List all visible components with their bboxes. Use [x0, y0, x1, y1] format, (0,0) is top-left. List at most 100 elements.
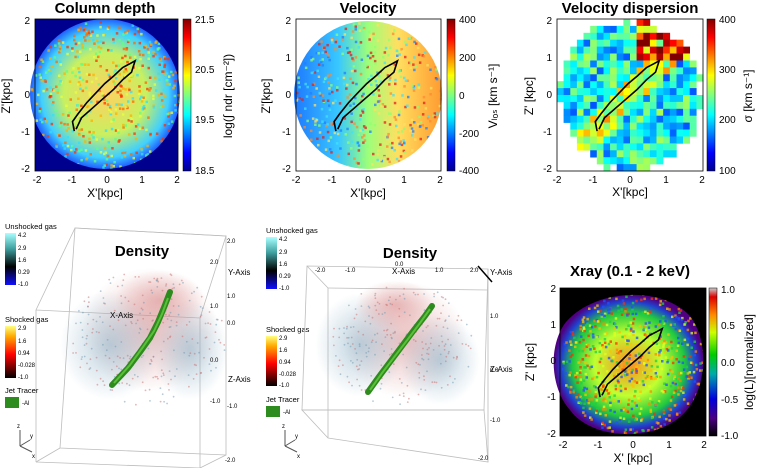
speckle-cell: [423, 51, 427, 54]
speckle-cell: [643, 297, 646, 301]
gas-particle: [187, 374, 190, 376]
speckle-cell: [649, 397, 652, 400]
dispersion-pixel: [623, 129, 631, 137]
dispersion-pixel: [583, 88, 591, 96]
speckle-cell: [635, 365, 638, 369]
gas-particle: [345, 327, 348, 330]
dispersion-pixel: [623, 46, 631, 54]
speckle-cell: [598, 327, 601, 330]
speckle-cell: [310, 55, 313, 59]
speckle-cell: [161, 70, 164, 73]
speckle-cell: [357, 133, 360, 137]
dispersion-pixel: [656, 67, 664, 75]
speckle-cell: [362, 28, 366, 32]
gas-particle: [112, 328, 115, 331]
speckle-cell: [605, 332, 609, 335]
density-left-title: Density: [115, 243, 170, 260]
speckle-cell: [654, 297, 658, 300]
speckle-cell: [575, 371, 579, 375]
speckle-cell: [77, 28, 80, 32]
gas-particle: [371, 339, 374, 342]
speckle-cell: [673, 323, 676, 326]
speckle-cell: [350, 140, 354, 143]
dispersion-pixel: [663, 115, 671, 123]
dispersion-pixel: [590, 129, 598, 137]
speckle-cell: [580, 381, 583, 385]
speckle-cell: [650, 416, 654, 420]
column-depth-cbar-tick: 20.5: [195, 65, 215, 76]
gas-particle: [435, 381, 438, 384]
gas-particle: [116, 285, 119, 288]
gas-particle: [108, 278, 111, 281]
speckle-cell: [60, 121, 63, 125]
speckle-cell: [97, 55, 100, 59]
speckle-cell: [56, 113, 60, 117]
dispersion-pixel: [576, 39, 584, 47]
density-left-box-ticks: 2.0 1.0 0.0 -1.0 -2.0 2.0 1.0 0.0 -1.0: [210, 239, 238, 464]
speckle-cell: [59, 63, 62, 66]
speckle-cell: [122, 123, 125, 127]
speckle-cell: [654, 372, 658, 375]
speckle-cell: [99, 114, 103, 117]
gas-particle: [438, 317, 441, 320]
gas-particle: [338, 336, 341, 339]
speckle-cell: [630, 371, 633, 374]
speckle-cell: [626, 312, 629, 316]
shocked-legend-label: Shocked gas: [266, 325, 310, 334]
speckle-cell: [38, 73, 41, 76]
gas-particle: [365, 355, 368, 358]
dispersion-pixel: [603, 150, 611, 158]
speckle-cell: [55, 145, 58, 148]
speckle-cell: [591, 333, 595, 336]
speckle-cell: [386, 74, 390, 77]
speckle-cell: [377, 149, 380, 152]
dispersion-pixel: [630, 32, 637, 40]
gas-particle: [75, 322, 77, 325]
gas-particle: [120, 302, 123, 305]
dispersion-pixel: [696, 95, 704, 103]
speckle-cell: [335, 33, 339, 36]
speckle-cell: [620, 313, 624, 316]
gas-particle: [389, 302, 392, 305]
speckle-cell: [638, 399, 641, 402]
dispersion-pixel: [623, 19, 631, 27]
speckle-cell: [75, 148, 78, 151]
gas-particle: [128, 384, 131, 387]
dispersion-pixel: [656, 115, 664, 123]
dispersion-pixel: [596, 25, 604, 34]
speckle-cell: [647, 351, 651, 354]
speckle-cell: [658, 351, 661, 354]
speckle-cell: [587, 344, 590, 347]
speckle-cell: [599, 412, 602, 416]
speckle-cell: [319, 94, 322, 97]
gas-particle: [399, 403, 401, 406]
dispersion-pixel: [590, 95, 598, 103]
speckle-cell: [658, 415, 661, 419]
speckle-cell: [628, 332, 631, 336]
gas-particle: [175, 368, 178, 370]
speckle-cell: [95, 138, 98, 141]
speckle-cell: [637, 397, 640, 400]
gas-particle: [173, 286, 176, 289]
speckle-cell: [648, 307, 652, 310]
speckle-cell: [635, 430, 639, 434]
speckle-cell: [52, 101, 55, 104]
gas-particle: [353, 317, 356, 320]
gas-particle: [112, 276, 115, 279]
speckle-cell: [87, 63, 90, 66]
speckle-cell: [374, 103, 377, 107]
gas-particle: [220, 319, 223, 322]
speckle-cell: [365, 64, 368, 68]
speckle-cell: [373, 51, 377, 54]
speckle-cell: [349, 104, 352, 107]
dispersion-pixel: [630, 164, 637, 172]
speckle-cell: [107, 144, 110, 148]
gas-particle: [199, 305, 202, 308]
dispersion-pixel: [656, 157, 664, 165]
speckle-cell: [384, 118, 387, 122]
speckle-cell: [112, 38, 115, 41]
speckle-cell: [624, 307, 627, 311]
gas-particle: [183, 351, 186, 354]
speckle-cell: [669, 384, 673, 388]
dispersion-pixel: [676, 60, 684, 68]
